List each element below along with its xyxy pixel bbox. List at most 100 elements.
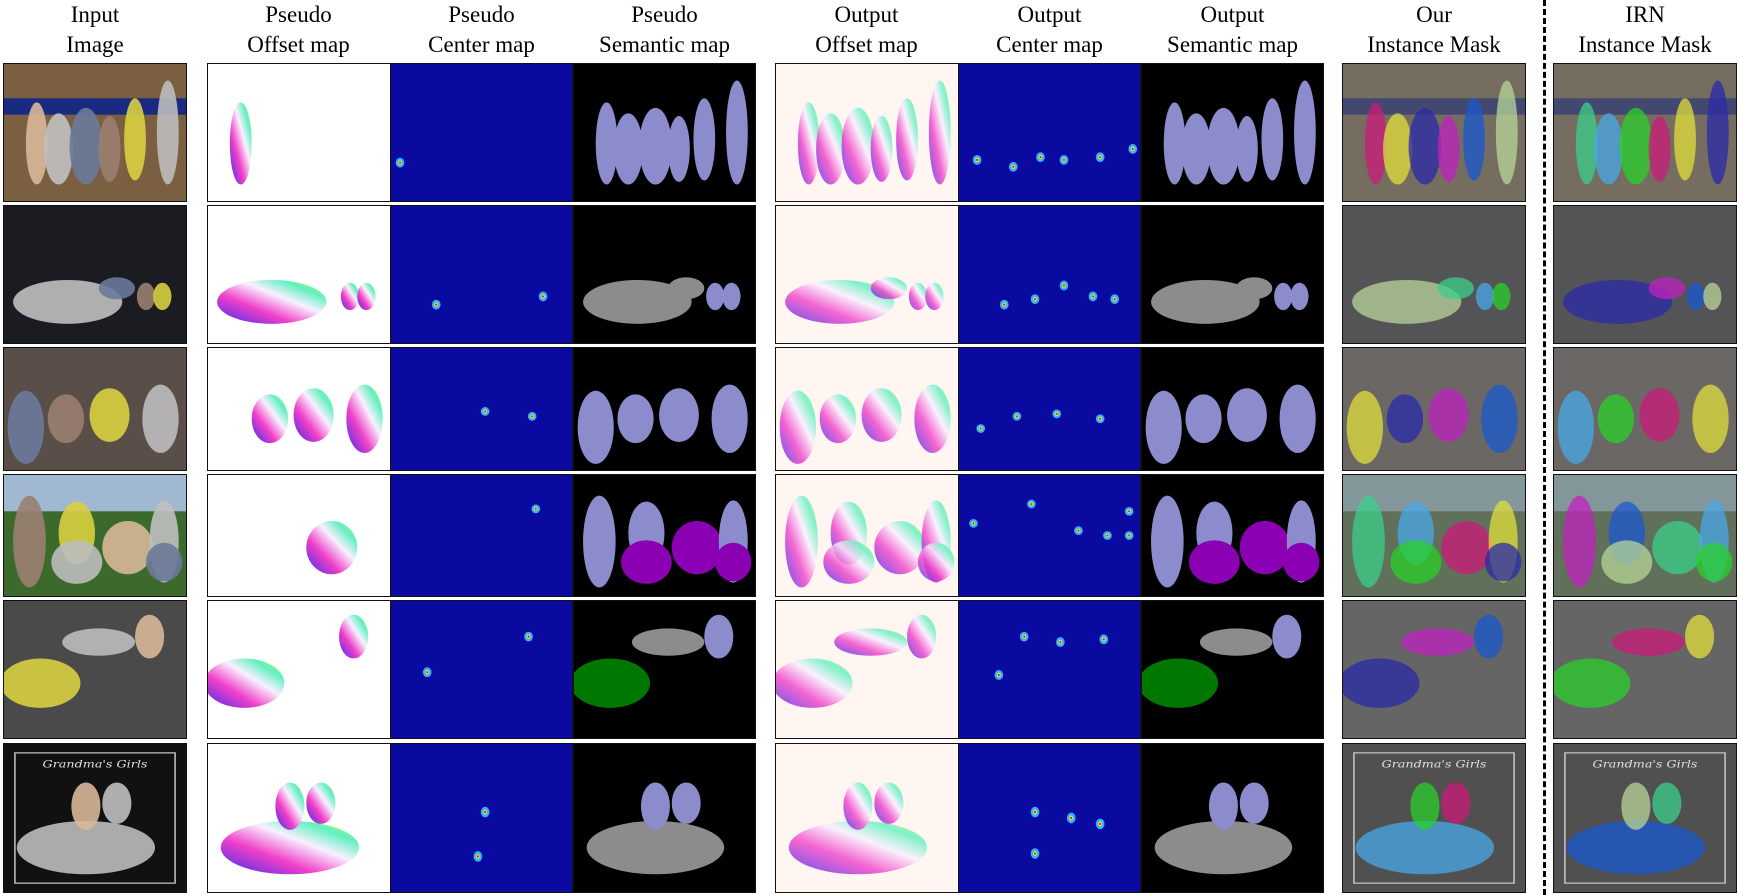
object-person: [1383, 113, 1413, 185]
panel-row5-poff: [207, 600, 391, 739]
ocen-image: [959, 601, 1140, 738]
segment-car: [1151, 279, 1260, 324]
pcen-image: [391, 64, 572, 201]
offset-blob: [834, 628, 908, 656]
osem-image: [1142, 744, 1323, 892]
ocen-image: [959, 348, 1140, 470]
segment-person: [693, 98, 716, 181]
offset-blob: [797, 102, 820, 185]
offset-blob: [217, 279, 327, 324]
our-image: [1343, 475, 1525, 596]
segment-person: [613, 113, 643, 185]
offset-blob: [785, 279, 895, 324]
irn-image: [1554, 475, 1736, 596]
psem-image: [574, 64, 755, 201]
panel-row3-pcen: [390, 347, 573, 471]
object-person: [1410, 782, 1440, 830]
segment-person: [659, 388, 699, 442]
ooff-image: [776, 744, 958, 892]
our-image: [1343, 601, 1525, 738]
panel-row5-input: [3, 600, 187, 739]
our-image: Grandma's Girls: [1343, 744, 1525, 892]
object-car: [13, 279, 123, 324]
header-our-mask: Our Instance Mask: [1342, 0, 1526, 62]
panel-row6-irn: Grandma's Girls: [1553, 743, 1737, 893]
header-line2: Offset map: [815, 32, 918, 57]
header-input-image: Input Image: [3, 0, 187, 62]
irn-image: [1554, 601, 1736, 738]
offset-blob: [816, 113, 846, 185]
segment-person: [1227, 388, 1267, 442]
segment-person: [1145, 390, 1182, 464]
panel-row5-our: [1342, 600, 1526, 739]
object-person: [1703, 282, 1722, 311]
ooff-image: [776, 475, 958, 596]
panel-row3-irn: [1553, 347, 1737, 471]
segment-person: [704, 614, 734, 659]
segment-car: [1199, 628, 1273, 656]
object-person: [142, 384, 179, 453]
segment-horse: [1283, 542, 1320, 582]
segment-car: [668, 277, 705, 300]
header-line1: Output: [834, 2, 899, 27]
panel-row2-input: [3, 205, 187, 344]
segment-car: [586, 820, 725, 875]
panel-row1-ocen: [958, 63, 1141, 202]
object-person: [135, 614, 165, 659]
object-car: [1563, 279, 1673, 324]
offset-blob: [229, 102, 252, 185]
object-person: [1481, 384, 1518, 453]
object-bicycle: [1554, 658, 1631, 708]
segment-person: [1239, 782, 1269, 824]
offset-blob: [914, 384, 951, 453]
segment-person: [1261, 98, 1284, 181]
panel-row4-ocen: [958, 474, 1141, 597]
psem-image: [574, 206, 755, 343]
segment-person: [1207, 107, 1240, 185]
header-output-center: Output Center map: [958, 0, 1141, 62]
object-person: [1474, 614, 1504, 659]
panel-row2-psem: [573, 205, 756, 344]
offset-blob: [220, 820, 360, 875]
header-output-semantic: Output Semantic map: [1141, 0, 1324, 62]
panel-row1-ooff: [775, 63, 959, 202]
ocen-image: [959, 475, 1140, 596]
object-person: [1495, 80, 1518, 185]
offset-blob: [293, 388, 334, 442]
segment-car: [1236, 277, 1273, 300]
panel-row1-input: [3, 63, 187, 202]
header-line2: Offset map: [247, 32, 350, 57]
panel-row1-pcen: [390, 63, 573, 202]
photo-caption: Grandma's Girls: [43, 758, 148, 770]
object-car: [1355, 820, 1495, 875]
offset-blob: [339, 614, 369, 659]
offset-blob: [908, 282, 928, 311]
object-car: [16, 820, 156, 875]
panel-row6-osem: [1141, 743, 1324, 893]
panel-row2-poff: [207, 205, 391, 344]
panel-row5-ooff: [775, 600, 959, 739]
psem-image: [574, 348, 755, 470]
our-image: [1343, 206, 1525, 343]
offset-blob: [346, 384, 383, 453]
segment-horse: [621, 540, 672, 584]
object-person: [1475, 282, 1495, 311]
object-person: [1594, 113, 1624, 185]
panel-row1-poff: [207, 63, 391, 202]
object-car: [1401, 628, 1475, 656]
panel-row3-poff: [207, 347, 391, 471]
segment-car: [583, 279, 692, 324]
object-person: [89, 388, 130, 442]
segment-horse: [1189, 540, 1240, 584]
object-person: [153, 282, 172, 311]
irn-image: [1554, 64, 1736, 201]
our-image: [1343, 64, 1525, 201]
object-person: [1652, 782, 1682, 824]
panel-row5-osem: [1141, 600, 1324, 739]
offset-blob: [306, 520, 358, 575]
object-person: [1557, 390, 1595, 464]
object-person: [1685, 614, 1715, 659]
osem-image: [1142, 348, 1323, 470]
object-car: [1352, 279, 1462, 324]
panel-row6-psem: [573, 743, 756, 893]
